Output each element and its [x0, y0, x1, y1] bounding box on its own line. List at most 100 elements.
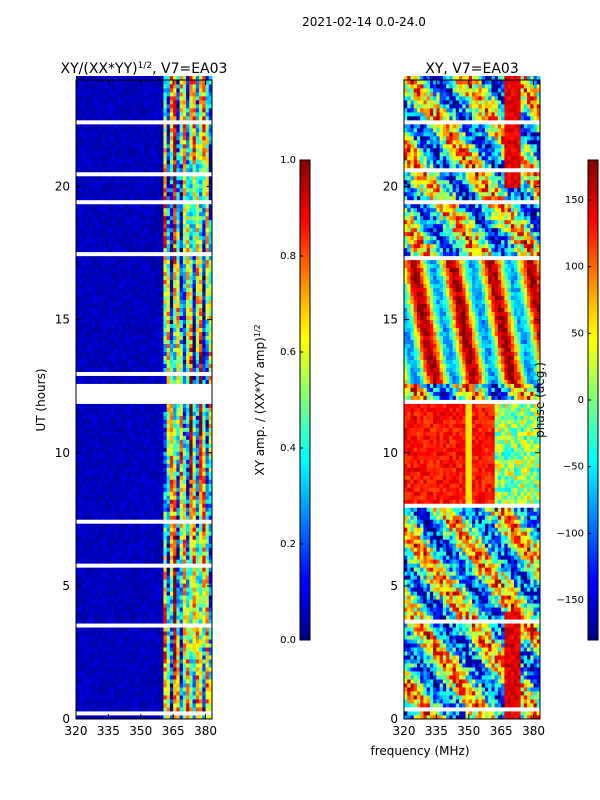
- heatmap-cell: [101, 647, 106, 652]
- heatmap-cell: [169, 587, 174, 592]
- heatmap-cell: [195, 247, 200, 253]
- heatmap-cell: [79, 371, 83, 376]
- heatmap-cell: [199, 411, 203, 416]
- heatmap-cell: [205, 615, 210, 620]
- heatmap-cell: [144, 531, 148, 536]
- heatmap-cell: [85, 607, 90, 612]
- heatmap-cell: [101, 599, 106, 604]
- heatmap-cell: [202, 395, 206, 400]
- heatmap-cell: [98, 579, 103, 584]
- heatmap-cell: [118, 283, 122, 289]
- heatmap-cell: [124, 579, 129, 584]
- heatmap-cell: [88, 627, 93, 632]
- heatmap-cell: [85, 687, 90, 692]
- heatmap-cell: [85, 391, 90, 396]
- heatmap-cell: [169, 307, 174, 313]
- heatmap-cell: [147, 319, 151, 325]
- heatmap-cell: [186, 639, 190, 644]
- heatmap-cell: [186, 463, 190, 468]
- heatmap-cell: [195, 567, 200, 572]
- heatmap-cell: [189, 519, 193, 524]
- heatmap-cell: [98, 403, 103, 408]
- heatmap-cell: [134, 491, 138, 496]
- heatmap-cell: [195, 615, 200, 620]
- heatmap-cell: [150, 699, 155, 704]
- heatmap-cell: [79, 363, 83, 368]
- heatmap-cell: [205, 543, 210, 548]
- heatmap-cell: [98, 331, 103, 336]
- heatmap-cell: [88, 331, 93, 336]
- heatmap-cell: [166, 671, 171, 676]
- heatmap-cell: [192, 675, 197, 680]
- heatmap-cell: [169, 707, 174, 712]
- heatmap-cell: [144, 527, 148, 532]
- heatmap-cell: [111, 571, 116, 576]
- heatmap-cell: [144, 499, 148, 504]
- heatmap-cell: [131, 299, 135, 305]
- heatmap-cell: [98, 287, 103, 293]
- heatmap-cell: [176, 251, 181, 257]
- heatmap-cell: [121, 363, 125, 368]
- heatmap-cell: [176, 359, 181, 364]
- heatmap-cell: [195, 479, 200, 484]
- heatmap-cell: [127, 263, 132, 269]
- heatmap-cell: [208, 423, 213, 428]
- heatmap-cell: [182, 247, 187, 253]
- heatmap-cell: [105, 691, 109, 696]
- heatmap-cell: [192, 663, 197, 668]
- heatmap-cell: [147, 459, 151, 464]
- heatmap-cell: [169, 687, 174, 692]
- heatmap-cell: [121, 443, 125, 448]
- heatmap-cell: [153, 615, 158, 620]
- heatmap-cell: [153, 583, 158, 588]
- heatmap-cell: [88, 355, 93, 360]
- heatmap-cell: [79, 423, 83, 428]
- heatmap-cell: [205, 339, 210, 344]
- heatmap-cell: [76, 403, 80, 408]
- heatmap-cell: [189, 583, 193, 588]
- heatmap-cell: [124, 591, 129, 596]
- heatmap-cell: [140, 399, 145, 404]
- heatmap-cell: [137, 483, 142, 488]
- heatmap-cell: [92, 587, 96, 592]
- heatmap-cell: [156, 403, 161, 408]
- heatmap-cell: [76, 275, 80, 281]
- heatmap-cell: [147, 463, 151, 468]
- heatmap-cell: [156, 263, 161, 269]
- heatmap-cell: [124, 431, 129, 436]
- heatmap-cell: [160, 527, 164, 532]
- heatmap-cell: [147, 435, 151, 440]
- heatmap-cell: [147, 267, 151, 273]
- heatmap-cell: [199, 699, 203, 704]
- heatmap-cell: [147, 287, 151, 293]
- heatmap-cell: [131, 631, 135, 636]
- heatmap-cell: [208, 335, 213, 340]
- heatmap-cell: [82, 347, 87, 352]
- heatmap-cell: [176, 363, 181, 368]
- heatmap-cell: [95, 435, 100, 440]
- heatmap-cell: [153, 495, 158, 500]
- heatmap-cell: [186, 407, 190, 412]
- heatmap-cell: [189, 607, 193, 612]
- heatmap-cell: [114, 711, 119, 716]
- heatmap-cell: [195, 431, 200, 436]
- heatmap-cell: [166, 403, 171, 408]
- heatmap-cell: [140, 691, 145, 696]
- heatmap-cell: [85, 683, 90, 688]
- heatmap-cell: [186, 251, 190, 257]
- heatmap-cell: [208, 311, 213, 317]
- heatmap-cell: [114, 615, 119, 620]
- heatmap-cell: [153, 295, 158, 301]
- heatmap-cell: [208, 647, 213, 652]
- heatmap-cell: [205, 635, 210, 640]
- heatmap-cell: [189, 539, 193, 544]
- heatmap-cell: [192, 331, 197, 336]
- heatmap-cell: [118, 395, 122, 400]
- heatmap-cell: [108, 471, 113, 476]
- heatmap-cell: [114, 335, 119, 340]
- heatmap-cell: [114, 715, 119, 720]
- heatmap-cell: [150, 479, 155, 484]
- heatmap-cell: [95, 695, 100, 700]
- heatmap-cell: [111, 283, 116, 289]
- heatmap-cell: [124, 439, 129, 444]
